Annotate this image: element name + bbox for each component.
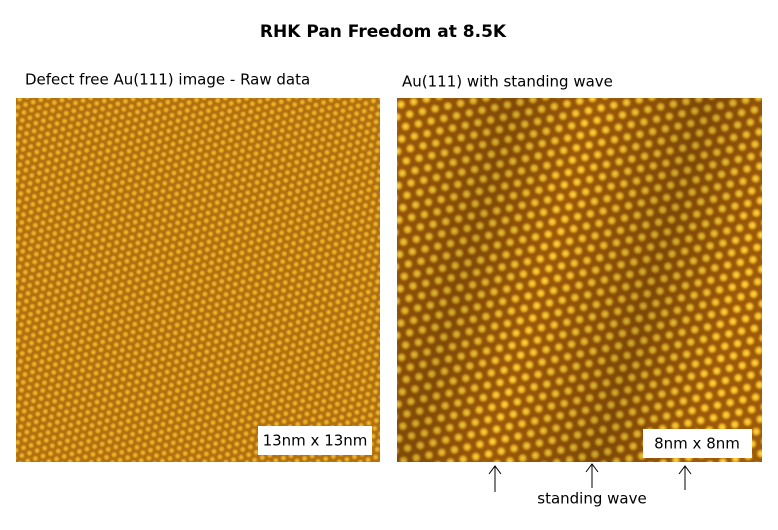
- arrow: [585, 463, 599, 488]
- arrow: [678, 465, 692, 490]
- stm-image: [16, 98, 380, 462]
- scale-label: 13nm x 13nm: [263, 432, 368, 450]
- scale-box: [258, 426, 372, 455]
- arrow: [488, 465, 502, 492]
- standing-wave-shade: [397, 98, 762, 462]
- title: RHK Pan Freedom at 8.5K: [260, 22, 507, 42]
- arrows: [488, 463, 692, 492]
- caption: Defect free Au(111) image - Raw data: [25, 71, 310, 89]
- scale-box: [643, 429, 752, 458]
- annotation: standing wave: [537, 490, 646, 508]
- caption: Au(111) with standing wave: [402, 73, 613, 91]
- scale-label: 8nm x 8nm: [654, 435, 740, 453]
